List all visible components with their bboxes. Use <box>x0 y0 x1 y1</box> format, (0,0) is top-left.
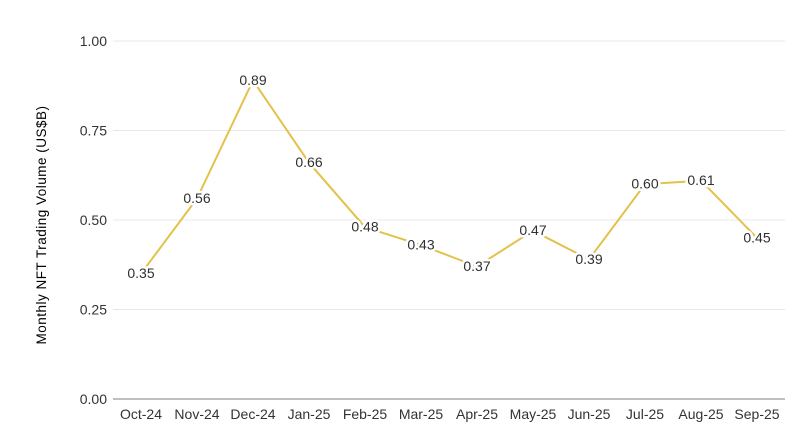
data-label: 0.45 <box>743 229 770 245</box>
x-tick-label: May-25 <box>510 406 557 422</box>
gridlines <box>113 40 785 400</box>
x-tick-label: Apr-25 <box>456 406 498 422</box>
x-tick-label: Sep-25 <box>734 406 779 422</box>
data-label: 0.35 <box>127 265 154 281</box>
data-label: 0.48 <box>351 219 378 235</box>
data-label: 0.43 <box>407 237 434 253</box>
x-tick-label: Aug-25 <box>678 406 723 422</box>
series-line <box>140 79 758 275</box>
data-label: 0.47 <box>519 222 546 238</box>
data-label: 0.89 <box>239 72 266 88</box>
y-tick-label: 0.50 <box>80 212 107 228</box>
x-tick-label: Jul-25 <box>626 406 664 422</box>
data-label: 0.39 <box>575 251 602 267</box>
x-axis-tick-labels: Oct-24 Nov-24 Dec-24 Jan-25 Feb-25 Mar-25 Apr-… <box>120 406 780 422</box>
x-tick-label: Oct-24 <box>120 406 162 422</box>
data-labels: 0.35 0.56 0.89 0.66 0.48 0.43 0.37 0.47 0.39 0.60… <box>125 69 773 283</box>
y-axis-title: Monthly NFT Trading Volume (US$B) <box>34 105 49 344</box>
x-tick-label: Jan-25 <box>288 406 331 422</box>
data-label: 0.56 <box>183 190 210 206</box>
data-label: 0.37 <box>463 258 490 274</box>
data-label: 0.60 <box>631 176 658 192</box>
x-tick-label: Nov-24 <box>174 406 219 422</box>
y-axis-tick-labels: 0.00 0.25 0.50 0.75 1.00 <box>80 33 107 407</box>
data-label: 0.61 <box>687 172 714 188</box>
y-tick-label: 1.00 <box>80 33 107 49</box>
y-tick-label: 0.25 <box>80 302 107 318</box>
series-line-group <box>140 79 758 275</box>
x-tick-label: Dec-24 <box>230 406 275 422</box>
y-tick-label: 0.75 <box>80 123 107 139</box>
x-tick-label: Mar-25 <box>399 406 444 422</box>
x-tick-label: Jun-25 <box>568 406 611 422</box>
x-tick-label: Feb-25 <box>343 406 388 422</box>
y-tick-label: 0.00 <box>80 391 107 407</box>
data-label: 0.66 <box>295 154 322 170</box>
